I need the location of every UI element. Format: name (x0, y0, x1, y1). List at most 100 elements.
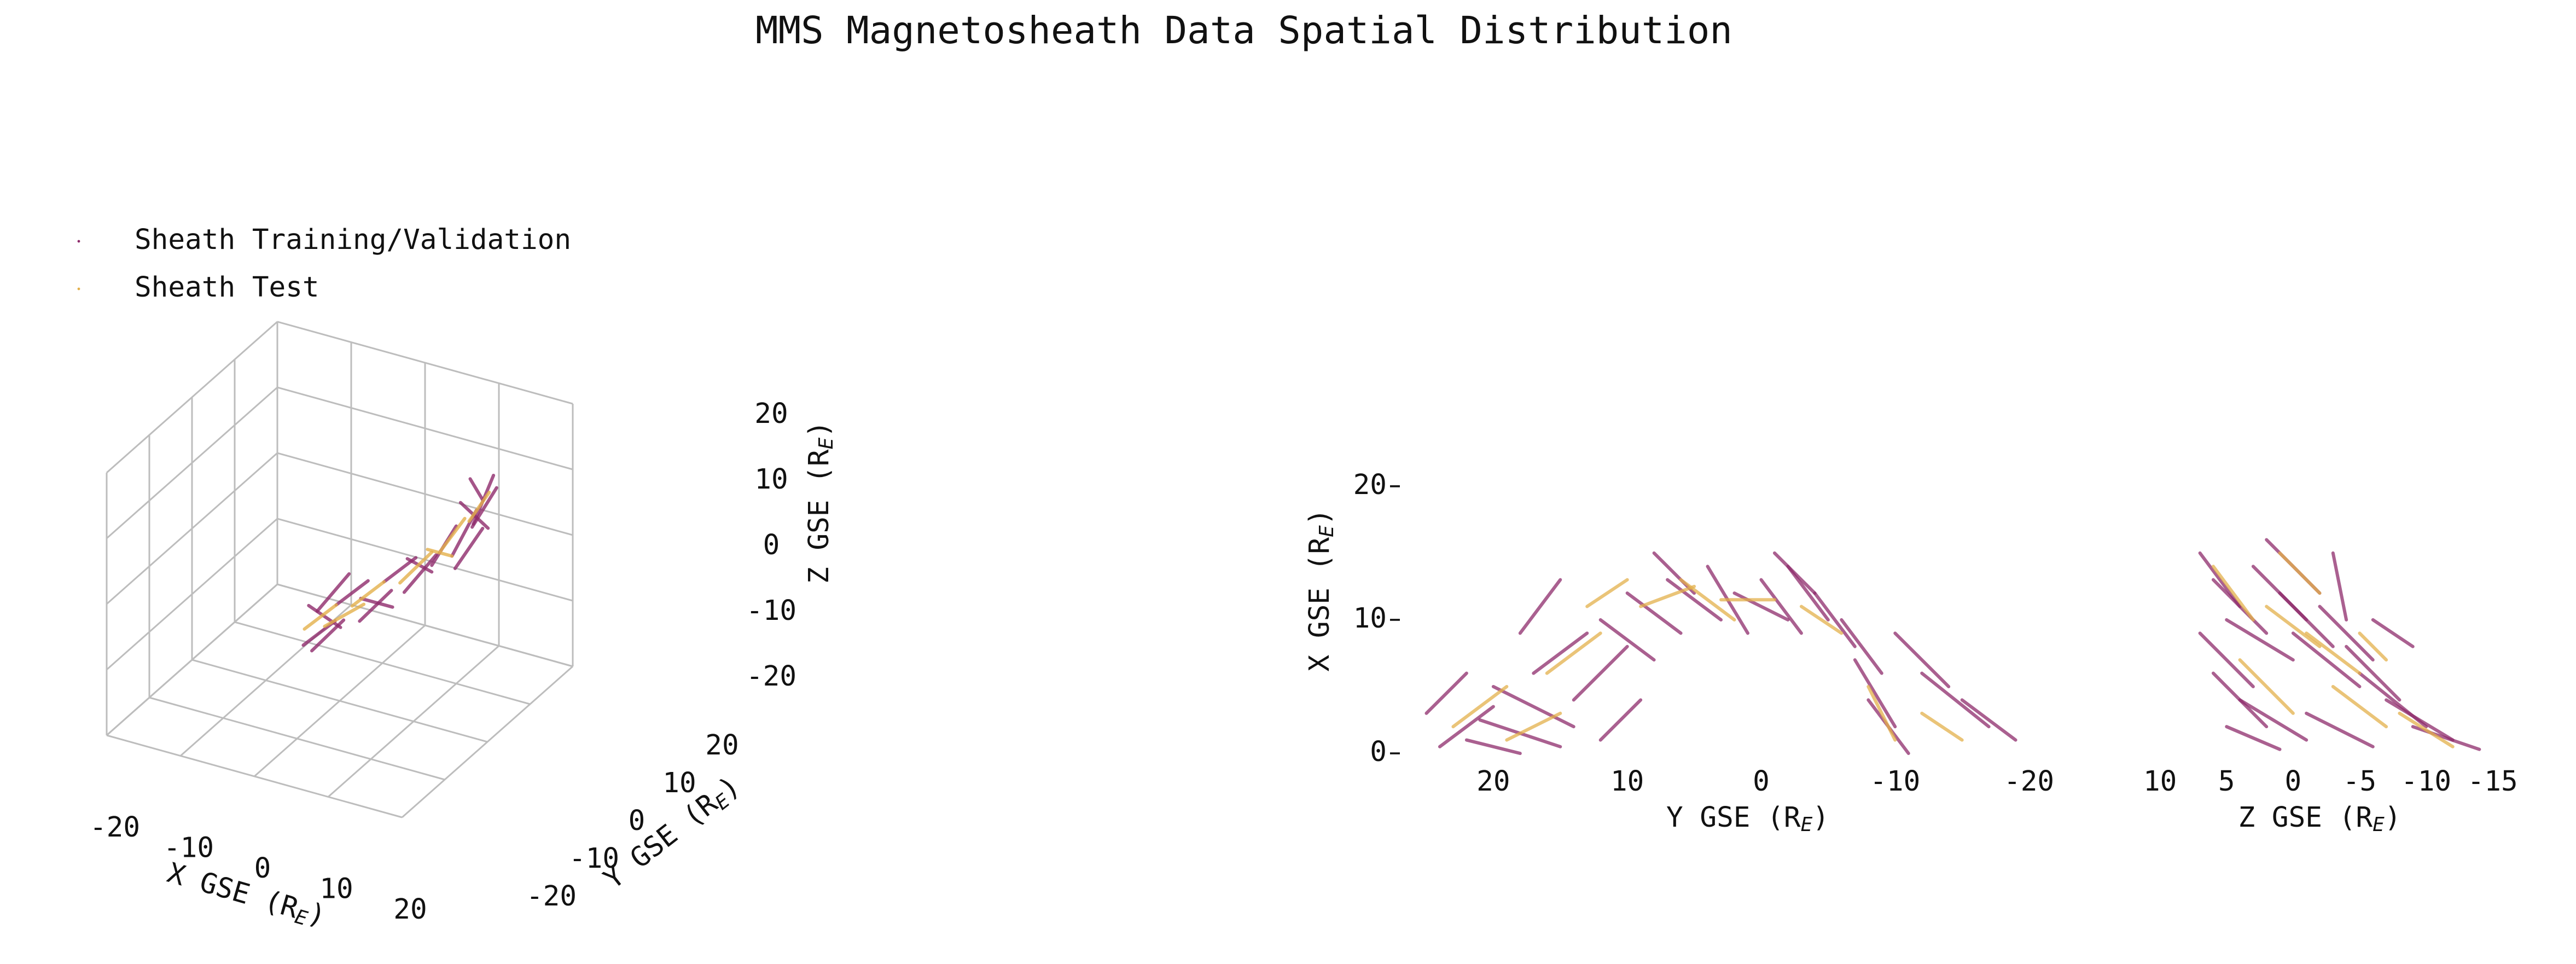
x-axis-label: Z GSE (RE) (2238, 802, 2401, 836)
trajectory-segment (323, 602, 366, 628)
z-tick-label: 10 (754, 463, 788, 496)
trajectory-segment (1666, 578, 1723, 622)
trajectory-segment (1759, 578, 1803, 635)
trajectory-segment (1532, 631, 1589, 675)
trajectory-segment (2225, 618, 2295, 662)
x-tick-label: 20 (393, 893, 427, 926)
trajectory-segment (1545, 631, 1602, 675)
trajectory-segment (1438, 705, 1495, 748)
trajectory-segment (1840, 618, 1883, 675)
y-tick-label: 20 (1353, 469, 1387, 501)
legend-label: Sheath Training/Validation (135, 224, 571, 256)
trajectory-segment (1853, 658, 1897, 729)
y-tick-label: -10 (569, 843, 619, 875)
trajectory-segment (1598, 698, 1643, 742)
grid-line (106, 583, 278, 736)
y-tick-label: 0 (629, 805, 646, 837)
x-tick-label: -20 (90, 811, 140, 844)
trajectory-segment (2318, 605, 2375, 662)
y-axis-label: X GSE (RE) (1304, 509, 1338, 672)
trajectory-segment (2278, 591, 2335, 648)
trajectory-segment (1518, 578, 1562, 635)
trajectory-segment (453, 526, 485, 571)
trajectory-segment (1732, 591, 1790, 622)
x-tick-label: 0 (254, 852, 271, 885)
z-tick-label: 20 (754, 398, 788, 430)
x-tick-label: -10 (1870, 765, 1920, 798)
trajectory-segment (2385, 698, 2455, 742)
y-tick-label: 10 (1353, 602, 1387, 635)
y-tick-label: 10 (662, 767, 696, 799)
legend-label: Sheath Test (135, 271, 319, 304)
x-tick-label: 10 (2143, 765, 2177, 798)
trajectory-segment (1893, 631, 1951, 688)
trajectory-segment (315, 572, 351, 613)
x-tick-label: -20 (2004, 765, 2054, 798)
x-tick-label: 10 (319, 873, 353, 905)
x-tick-label: 10 (1610, 765, 1644, 798)
z-tick-label: -10 (746, 595, 796, 627)
x-tick-label: -15 (2468, 765, 2518, 798)
grid-line (191, 659, 488, 743)
trajectory-segment (468, 477, 485, 502)
grid-line (106, 452, 278, 605)
x-tick-label: 5 (2218, 765, 2235, 798)
trajectory-segment (2398, 711, 2455, 748)
trajectory-segment (1491, 684, 1575, 729)
trajectory-segment (1572, 644, 1629, 702)
trajectory-segment (350, 580, 386, 608)
trajectory-segment (307, 603, 342, 629)
z-tick-label: 0 (763, 529, 780, 561)
x-tick-label: 20 (1476, 765, 1510, 798)
y-tick-label: 0 (1370, 736, 1387, 768)
z-axis-label: Z GSE (RE) (803, 421, 838, 584)
trajectory-segment (2238, 698, 2308, 742)
grid-line (106, 734, 403, 818)
trajectory-segment (2225, 725, 2282, 751)
trajectory-segment (2331, 551, 2348, 622)
x-tick-label: 0 (1753, 765, 1770, 798)
trajectory-segment (1920, 671, 1991, 729)
grid-line (149, 696, 445, 781)
trajectory-segment (398, 550, 434, 585)
x-tick-label: 0 (2284, 765, 2301, 798)
x-tick-label: -10 (2401, 765, 2451, 798)
grid-line (106, 518, 278, 671)
trajectory-segment (1813, 591, 1857, 648)
grid-line (234, 621, 531, 705)
trajectory-segment (438, 516, 467, 553)
legend-marker (77, 240, 80, 243)
trajectory-segment (1585, 578, 1629, 608)
x-tick-label: -10 (164, 832, 214, 864)
trajectory-segment (2238, 658, 2295, 715)
trajectory-segment (334, 579, 370, 607)
trajectory-segment (1679, 578, 1736, 622)
grid-line (277, 452, 573, 536)
trajectory-segment (1772, 551, 1817, 595)
trajectory-segment (359, 596, 394, 609)
trajectory-segment (2211, 565, 2255, 622)
trajectory-segment (1866, 684, 1897, 742)
grid-line (106, 321, 278, 474)
z-tick-label: -20 (746, 660, 796, 693)
trajectory-segment (2305, 631, 2362, 675)
trajectory-segment (467, 490, 491, 523)
trajectory-segment (426, 548, 454, 558)
trajectory-segment (402, 553, 438, 594)
trajectory-segment (2278, 551, 2322, 595)
trajectory-segment (1960, 698, 2017, 742)
trajectory-segment (2211, 578, 2269, 635)
trajectory-segment (1639, 584, 1696, 608)
figure-title: MMS Magnetosheath Data Spatial Distribut… (755, 9, 1732, 53)
trajectory-segment (1451, 684, 1509, 729)
trajectory-segment (1598, 618, 1656, 662)
trajectory-segment (1424, 671, 1468, 715)
y-tick-label: -20 (526, 880, 577, 913)
trajectory-segment (2371, 618, 2415, 648)
trajectory-segment (2345, 644, 2401, 702)
trajectory-segment (2265, 605, 2322, 648)
trajectory-segment (1799, 605, 1844, 635)
